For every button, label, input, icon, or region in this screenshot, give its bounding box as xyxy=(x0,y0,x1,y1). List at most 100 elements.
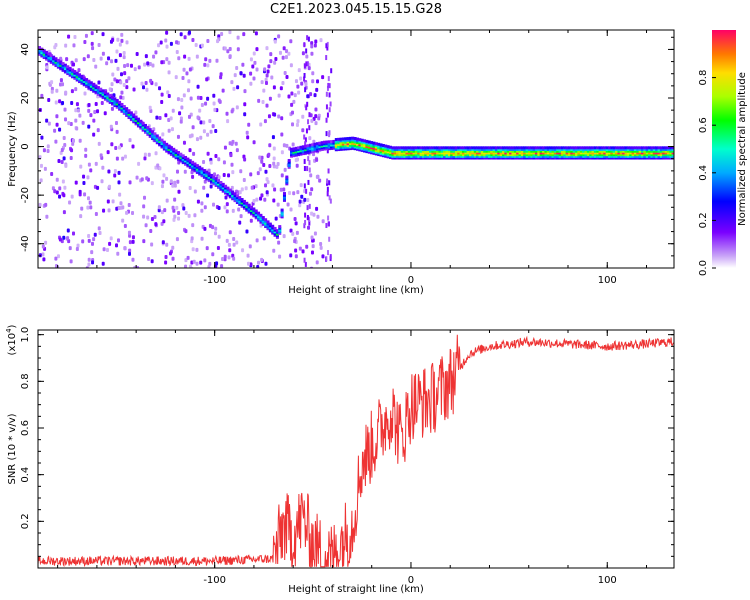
spectrogram-ridge-cell xyxy=(447,148,451,152)
spectrogram-ridge-cell xyxy=(80,74,84,78)
spectrogram-cell xyxy=(306,35,309,41)
spectrogram-cell xyxy=(152,127,156,132)
spectrogram-ridge-cell xyxy=(462,154,465,158)
x-tick-label: -100 xyxy=(203,575,226,586)
spectrogram-cell xyxy=(160,60,164,65)
spectrogram-ridge-cell xyxy=(70,75,74,79)
spectrogram-cell xyxy=(137,161,141,166)
spectrogram-ridge-cell xyxy=(426,151,430,155)
spectrogram-cell xyxy=(179,119,183,124)
spectrogram-cell xyxy=(137,65,141,70)
spectrogram-ridge-cell xyxy=(318,141,322,145)
spectrogram-cell xyxy=(156,163,160,168)
spectrogram-cell xyxy=(96,185,100,190)
spectrogram-cell xyxy=(199,260,203,265)
spectrogram-ridge-cell xyxy=(476,148,480,152)
spectrogram-cell xyxy=(123,71,127,76)
spectrogram-ridge-cell xyxy=(520,153,524,157)
spectrogram-ridge-cell xyxy=(217,179,221,183)
spectrogram-ridge-cell xyxy=(315,145,319,149)
spectrogram-cell xyxy=(206,63,210,68)
spectrogram-ridge-cell xyxy=(648,149,652,153)
spectrogram-cell xyxy=(75,102,79,107)
spectrogram-cell xyxy=(268,96,272,101)
spectrogram-ridge-cell xyxy=(504,146,508,150)
spectrogram-ridge-cell xyxy=(582,156,586,160)
spectrogram-ridge-cell xyxy=(273,230,277,234)
spectrogram-ridge-cell xyxy=(469,156,473,160)
spectrogram-ridge-cell xyxy=(66,70,70,74)
spectrogram-cell xyxy=(307,119,310,125)
spectrogram-ridge-cell xyxy=(221,182,225,186)
spectrogram-ridge-cell xyxy=(565,156,569,160)
spectrogram-ridge-cell xyxy=(254,209,258,213)
spectrogram-ridge-cell xyxy=(94,87,98,91)
spectrogram-ridge-cell xyxy=(525,151,529,155)
spectrogram-ridge-cell xyxy=(129,118,133,122)
spectrogram-cell xyxy=(223,145,227,150)
spectrogram-ridge-cell xyxy=(118,105,122,109)
spectrogram-cell xyxy=(243,157,247,162)
spectrogram-cell xyxy=(53,45,57,50)
spectrogram-ridge-cell xyxy=(535,156,539,160)
spectrogram-ridge-cell xyxy=(111,100,115,104)
spectrogram-ridge-cell xyxy=(459,149,463,153)
spectrogram-cell xyxy=(306,214,309,220)
spectrogram-ridge-cell xyxy=(294,148,298,152)
spectrogram-ridge-cell xyxy=(68,71,72,75)
spectrogram-ridge-cell xyxy=(49,60,53,64)
spectrogram-ridge-cell xyxy=(633,154,637,158)
spectrogram-ridge-cell xyxy=(433,151,437,155)
spectrogram-ridge-cell xyxy=(325,143,329,147)
spectrogram-cell xyxy=(311,71,315,76)
spectrogram-cell xyxy=(164,38,168,43)
spectrogram-cell xyxy=(118,145,122,150)
spectrogram-ridge-cell xyxy=(264,225,268,229)
spectrogram-cell xyxy=(118,42,122,47)
spectrogram-ridge-cell xyxy=(209,179,213,183)
spectrogram-ridge-cell xyxy=(542,146,546,150)
spectrogram-ridge-cell xyxy=(89,81,93,85)
spectrogram-cell xyxy=(172,217,176,222)
spectrogram-ridge-cell xyxy=(315,143,319,147)
spectrogram-cell xyxy=(97,42,101,47)
spectrogram-ridge-cell xyxy=(407,156,411,160)
spectrogram-ridge-cell xyxy=(148,131,152,135)
spectrogram-ridge-cell xyxy=(582,148,586,152)
spectrogram-ridge-cell xyxy=(344,144,348,148)
spectrogram-ridge-cell xyxy=(563,149,567,153)
spectrogram-ridge-cell xyxy=(400,154,404,158)
spectrogram-ridge-cell xyxy=(518,154,522,158)
spectrogram-ridge-cell xyxy=(155,136,159,140)
spectrogram-ridge-cell xyxy=(575,153,579,157)
spectrogram-cell xyxy=(157,43,161,48)
spectrogram-ridge-cell xyxy=(292,152,296,156)
spectrogram-ridge-cell xyxy=(398,148,402,152)
spectrogram-ridge-cell xyxy=(301,150,305,154)
spectrogram-ridge-cell xyxy=(221,189,225,193)
spectrogram-ridge-cell xyxy=(365,145,369,149)
spectrogram-ridge-cell xyxy=(127,112,131,116)
spectrogram-ridge-cell xyxy=(101,92,105,96)
spectrogram-ridge-cell xyxy=(106,99,110,103)
spectrogram-ridge-cell xyxy=(612,154,616,158)
spectrogram-ridge-cell xyxy=(391,148,395,152)
spectrogram-cell xyxy=(269,59,273,64)
spectrogram-ridge-cell xyxy=(641,146,645,150)
spectrogram-cell xyxy=(70,101,74,106)
spectrogram-ridge-cell xyxy=(259,220,263,224)
spectrogram-ridge-cell xyxy=(664,149,668,153)
spectrogram-ridge-cell xyxy=(487,151,491,155)
spectrogram-cell xyxy=(312,139,316,144)
spectrogram-ridge-cell xyxy=(275,234,279,238)
spectrogram-cell xyxy=(110,142,114,147)
spectrogram-ridge-cell xyxy=(341,144,345,148)
spectrogram-ridge-cell xyxy=(56,65,60,69)
spectrogram-ridge-cell xyxy=(563,153,567,157)
spectrogram-cell xyxy=(258,155,262,160)
spectrogram-ridge-cell xyxy=(596,146,600,150)
spectrogram-cell xyxy=(315,260,319,265)
spectrogram-cell xyxy=(325,222,328,228)
spectrogram-ridge-cell xyxy=(591,151,595,155)
spectrogram-ridge-cell xyxy=(570,148,574,152)
